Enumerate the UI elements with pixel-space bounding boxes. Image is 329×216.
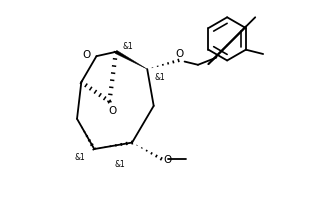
Polygon shape	[115, 50, 147, 69]
Text: O: O	[108, 106, 116, 116]
Text: &1: &1	[115, 160, 126, 169]
Text: &1: &1	[122, 42, 133, 51]
Text: O: O	[164, 156, 172, 165]
Text: &1: &1	[155, 73, 165, 82]
Text: O: O	[175, 49, 183, 59]
Text: &1: &1	[75, 153, 86, 162]
Text: O: O	[82, 50, 90, 60]
